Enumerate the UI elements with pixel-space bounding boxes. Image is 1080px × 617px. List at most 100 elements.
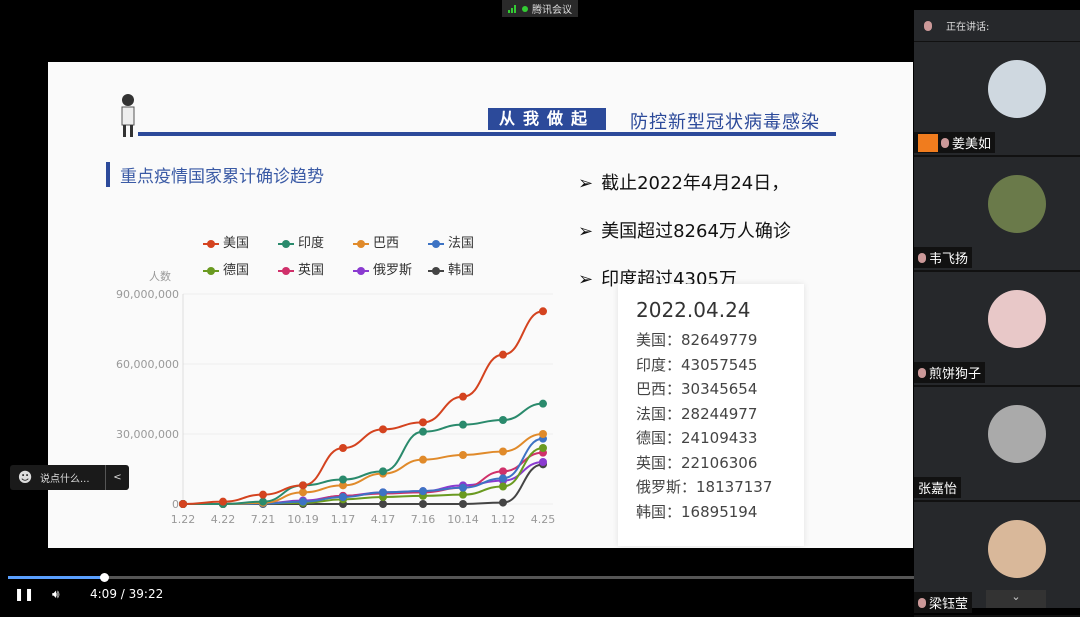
data-point[interactable] [499,474,507,483]
avatar [988,290,1046,348]
data-point[interactable] [379,425,387,434]
y-tick-label: 60,000,000 [116,358,179,371]
x-tick-label: 10.14 [447,513,479,526]
bullet-text: 截止2022年4月24日， [601,173,790,194]
progress-bar[interactable] [8,573,914,582]
data-point[interactable] [339,481,347,490]
stats-row: 美国：82649779 [636,328,786,353]
data-point[interactable] [459,420,467,429]
avatar [988,60,1046,118]
data-point[interactable] [459,490,467,499]
legend-label: 韩国 [448,263,475,278]
signal-icon [508,4,518,13]
participant-tile[interactable]: 姜美如 [914,42,1080,157]
data-point[interactable] [499,498,507,507]
country: 韩国： [636,502,682,521]
data-point[interactable] [259,490,267,499]
legend-item[interactable]: 美国 [203,232,278,251]
banner-box: 从我做起 [488,108,606,130]
participant-name: 姜美如 [952,137,992,152]
chat-input[interactable]: ☻ 说点什么... < [10,465,129,490]
legend-item[interactable]: 法国 [428,232,503,251]
data-point[interactable] [539,458,547,466]
data-point[interactable] [339,444,347,452]
country: 德国： [636,429,682,447]
data-point[interactable] [379,467,387,476]
shared-slide: 从我做起 防控新型冠状病毒感染 重点疫情国家累计确诊趋势 0 30,000,000… [48,62,913,548]
country: 英国： [636,453,682,472]
x-tick-label: 4.25 [531,513,556,526]
volume-icon[interactable]: 🔊︎ [52,587,60,601]
legend-item[interactable]: 德国 [203,259,278,278]
country: 俄罗斯： [636,478,697,496]
x-tick-label: 10.19 [287,513,319,526]
data-point[interactable] [499,467,507,476]
data-point[interactable] [339,475,347,484]
bullet-item: ➢ 截止2022年4月24日， [578,173,790,194]
data-point[interactable] [459,451,467,459]
header-rule [138,132,836,136]
data-point[interactable] [499,482,507,491]
progress-handle[interactable] [100,573,110,582]
data-point[interactable] [259,497,267,506]
host-icon [918,133,938,152]
legend-item[interactable]: 英国 [278,259,353,278]
collapse-chat-button[interactable]: < [105,465,129,490]
data-point[interactable] [499,350,507,359]
case-count: 22106306 [681,453,758,472]
country: 美国： [636,331,682,349]
legend-item[interactable]: 韩国 [428,259,503,278]
participant-tile[interactable]: 韦飞扬 [914,157,1080,272]
data-point[interactable] [299,481,307,490]
data-point[interactable] [459,500,467,508]
legend-marker [278,266,294,275]
legend-marker [428,239,444,248]
total-time: 39:22 [128,587,164,601]
status-dot-icon [522,5,528,12]
data-point[interactable] [299,497,307,506]
y-axis-label: 人数 [149,270,171,283]
pause-icon[interactable]: ❚❚ [14,587,35,601]
scroll-down-button[interactable]: ⌄ [986,590,1046,608]
data-point[interactable] [539,399,547,408]
x-tick-label: 1.17 [331,513,356,526]
data-point[interactable] [419,487,427,496]
stats-row: 巴西：30345654 [636,377,786,402]
data-point[interactable] [419,418,427,427]
data-point[interactable] [459,392,467,401]
case-count: 18137137 [696,478,773,496]
legend-marker [203,266,219,275]
data-point[interactable] [379,500,387,508]
legend-marker [428,266,444,275]
legend-label: 法国 [448,236,475,251]
data-point[interactable] [379,488,387,497]
data-point[interactable] [459,483,467,492]
data-point[interactable] [299,488,307,497]
line-chart: 0 30,000,000 60,000,000 90,000,000 人数 1.22 4.2… [116,270,556,526]
y-tick-label: 0 [172,498,179,511]
current-time: 4:09 [90,587,117,601]
data-point[interactable] [419,455,427,464]
data-point[interactable] [419,500,427,508]
data-point[interactable] [539,307,547,316]
participant-name: 张嘉怡 [918,482,958,497]
legend-item[interactable]: 巴西 [353,232,428,251]
legend-item[interactable]: 印度 [278,232,353,251]
participant-name-tag: 张嘉怡 [914,477,962,498]
app-title-bar: 腾讯会议 [502,0,578,17]
bullet-list: ➢ 截止2022年4月24日， ➢ 美国超过8264万人确诊 ➢ 印度超过4305万 [578,160,791,304]
participant-tile[interactable]: 张嘉怡 [914,387,1080,502]
data-point[interactable] [539,430,547,438]
data-point[interactable] [179,500,187,508]
data-point[interactable] [539,444,547,452]
data-point[interactable] [339,493,347,501]
data-point[interactable] [419,427,427,436]
stats-date: 2022.04.24 [636,298,751,322]
data-point[interactable] [499,447,507,456]
participant-tile[interactable]: 煎饼狗子 [914,272,1080,387]
data-point[interactable] [219,497,227,506]
data-point[interactable] [499,416,507,424]
emoji-icon[interactable]: ☻ [17,469,33,486]
chart-legend: 美国 印度 巴西 法国德国 英国 俄罗斯 韩国 [203,232,503,278]
legend-item[interactable]: 俄罗斯 [353,259,428,278]
